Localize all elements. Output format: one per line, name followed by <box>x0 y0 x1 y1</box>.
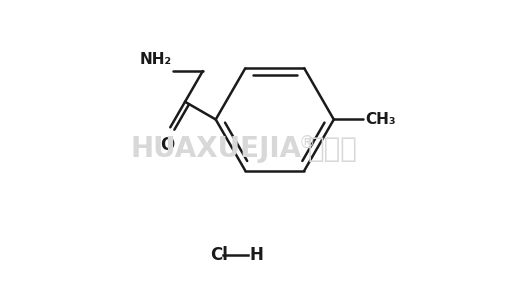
Text: CH₃: CH₃ <box>365 112 395 127</box>
Text: HUAXUEJIA: HUAXUEJIA <box>130 135 301 163</box>
Text: ®: ® <box>298 134 315 152</box>
Text: O: O <box>160 136 174 154</box>
Text: NH₂: NH₂ <box>140 52 172 67</box>
Text: Cl: Cl <box>210 246 228 264</box>
Text: 化学加: 化学加 <box>307 135 357 163</box>
Text: H: H <box>250 246 264 264</box>
